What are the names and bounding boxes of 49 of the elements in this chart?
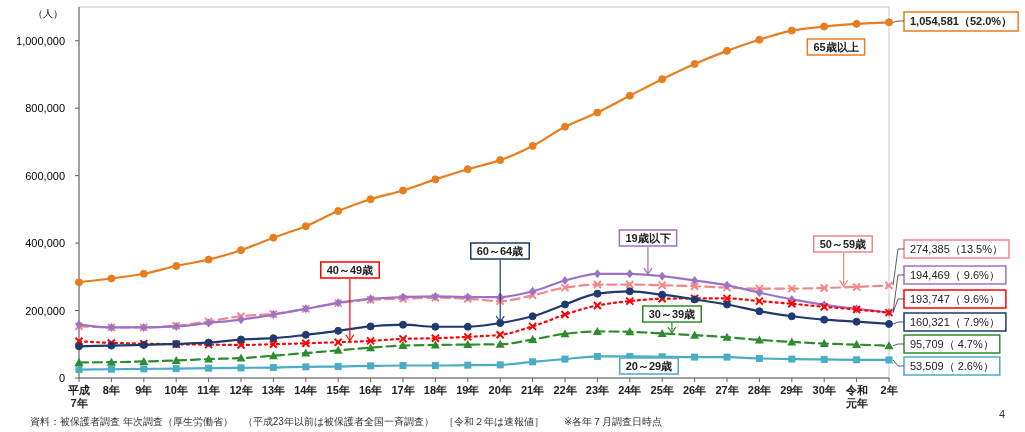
- x-tick-label: 26年: [682, 384, 707, 396]
- series-label: 20～29歳: [625, 360, 673, 372]
- text: 60～64歳: [476, 245, 524, 257]
- data-label: 95,709（ 4.7%）: [910, 338, 994, 350]
- y-tick-label: 200,000: [25, 304, 65, 317]
- y-tick-label: 0: [58, 372, 65, 384]
- x-tick-label: 20年: [488, 384, 512, 396]
- data-label: 53,509（ 2.6%）: [910, 360, 994, 372]
- x-tick-label: 27年: [715, 384, 739, 396]
- y-tick-label: 600,000: [25, 169, 65, 182]
- x-tick-label: 29年: [780, 384, 804, 396]
- text: 40～49歳: [326, 264, 374, 276]
- x-tick-label: 13年: [261, 384, 286, 396]
- x-tick-label: 9年: [135, 384, 153, 396]
- x-tick-label: 21年: [520, 384, 545, 396]
- text: 資料：被保護者調査 年次調査（厚生労働省） （平成23年以前は被保護者全国一斉調査） ［令和２年は速報値］ ※各年７月調査日時点: [30, 416, 663, 427]
- x-tick-label: 令和元年: [844, 384, 868, 409]
- y-tick-label: 400,000: [25, 237, 65, 250]
- x-tick-label: 23年: [585, 384, 610, 396]
- data-label: 1,054,581（52.0%）: [910, 15, 1013, 28]
- series-label: 30～39歳: [648, 308, 696, 320]
- y-tick-label: 800,000: [25, 102, 65, 115]
- x-tick-label: 19年: [456, 384, 480, 396]
- x-tick-label: 10年: [164, 384, 188, 396]
- x-tick-label: 12年: [229, 384, 253, 396]
- text: 19歳以下: [625, 232, 671, 244]
- series-label: 65歳以上: [813, 41, 859, 53]
- x-tick-label: 平成7年: [67, 384, 90, 409]
- x-tick-label: 11年: [197, 384, 220, 396]
- x-tick-label: 25年: [650, 384, 674, 396]
- data-label: 194,469（ 9.6%）: [910, 269, 1000, 281]
- x-tick-label: 18年: [423, 384, 448, 396]
- x-tick-label: 30年: [812, 384, 836, 396]
- y-axis-title: （人）: [33, 8, 63, 19]
- x-tick-label: 28年: [747, 384, 772, 396]
- x-tick-label: 8年: [102, 384, 120, 396]
- data-label: 274,385（13.5%）: [910, 243, 1003, 255]
- data-label: 160,321（ 7.9%）: [910, 316, 1000, 328]
- y-tick-label: 1,000,000: [16, 34, 65, 47]
- text: 4: [998, 408, 1005, 420]
- x-tick-label: 15年: [326, 384, 350, 396]
- x-tick-label: 22年: [553, 384, 577, 396]
- data-label: 193,747（ 9.6%）: [910, 293, 1000, 305]
- x-tick-label: 16年: [358, 384, 383, 396]
- x-tick-label: 17年: [391, 384, 415, 396]
- text: 50～59歳: [819, 238, 867, 250]
- x-tick-label: 14年: [294, 384, 318, 396]
- x-tick-label: 24年: [618, 384, 642, 396]
- x-tick-label: 2年: [880, 384, 898, 396]
